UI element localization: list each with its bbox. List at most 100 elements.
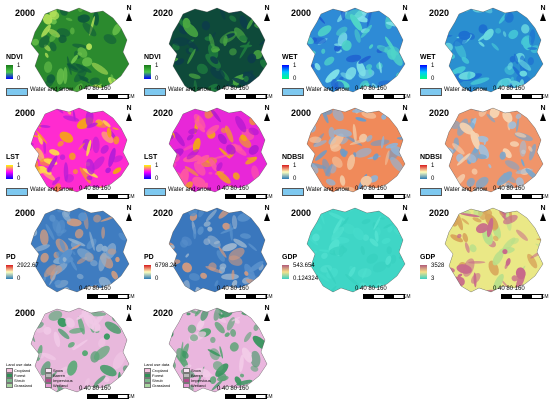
landuse-item-label: Cropland (152, 368, 169, 373)
legend-gradient (420, 65, 427, 79)
north-arrow-icon: N (538, 205, 548, 221)
landuse-legend-item: Wetland (45, 383, 82, 388)
scale-unit: KM (403, 194, 411, 200)
scale-unit: KM (541, 294, 549, 300)
landuse-swatch (6, 373, 13, 378)
scale-unit: KM (541, 94, 549, 100)
water-label: Water and snow (306, 87, 350, 93)
legend-min: 0.124324 (293, 276, 319, 282)
raster-map (306, 7, 406, 93)
raster-map (306, 207, 406, 293)
landuse-map (30, 307, 130, 393)
north-label: N (264, 5, 270, 12)
year-label: 2000 (15, 308, 36, 318)
legend-min: 0 (17, 276, 21, 282)
legend-gradient (144, 265, 151, 279)
north-arrow-icon: N (124, 205, 134, 221)
raster-map (444, 7, 544, 93)
year-label: 2000 (291, 8, 312, 18)
scale-unit: KM (127, 94, 135, 100)
north-arrow-icon: N (400, 105, 410, 121)
map-panel-lst-2020: 2020 N LST 1 0 Water and snow 0 40 80 160 KM (141, 102, 274, 202)
north-label: N (264, 205, 270, 212)
legend-gradient (282, 165, 289, 179)
landuse-item-label: Snow (191, 368, 202, 373)
legend-title: PD (144, 254, 154, 261)
legend-title: LST (144, 154, 158, 161)
year-label: 2000 (15, 208, 36, 218)
landuse-legend-item: Grassland (6, 383, 43, 388)
north-arrow-icon: N (124, 105, 134, 121)
water-swatch (282, 88, 304, 96)
scale-bar: 0 40 80 160 KM (493, 84, 549, 100)
legend-min: 0 (17, 176, 21, 182)
legend-max: 1 (155, 163, 159, 169)
legend: WET (420, 54, 436, 61)
scale-unit: KM (265, 94, 273, 100)
landuse-item-label: Forest (14, 373, 26, 378)
legend-min: 0 (17, 76, 21, 82)
legend-title: GDP (282, 254, 298, 261)
legend-title: NDBSI (282, 154, 304, 161)
scale-numbers: 0 40 80 160 (79, 86, 111, 92)
legend-max: 1 (17, 163, 21, 169)
year-label: 2020 (429, 108, 450, 118)
water-swatch (420, 88, 442, 96)
legend-gradient (282, 65, 289, 79)
water-label: Water and snow (168, 187, 212, 193)
legend: PD (6, 254, 16, 261)
legend: GDP (282, 254, 297, 261)
landuse-item-label: Shrub (152, 378, 163, 383)
north-label: N (264, 105, 270, 112)
map-panel-pd-2020: 2020 N PD 6798.24 0 0 40 80 160 KM (141, 202, 274, 302)
north-label: N (540, 105, 546, 112)
legend: NDVI (144, 54, 161, 61)
north-arrow-icon: N (124, 305, 134, 321)
landuse-legend-item: Wetland (183, 383, 220, 388)
water-label: Water and snow (168, 87, 212, 93)
legend: LST (6, 154, 19, 161)
water-label: Water and snow (30, 87, 74, 93)
landuse-swatch (144, 378, 151, 383)
scale-unit: KM (403, 94, 411, 100)
water-swatch (144, 188, 166, 196)
water-swatch (420, 188, 442, 196)
north-arrow-icon: N (538, 105, 548, 121)
water-swatch (144, 88, 166, 96)
legend-gradient (282, 265, 289, 279)
year-label: 2000 (15, 108, 36, 118)
legend-title: WET (282, 54, 298, 61)
north-arrow-icon: N (262, 105, 272, 121)
legend: WET (282, 54, 298, 61)
map-base (307, 108, 405, 192)
year-label: 2000 (15, 8, 36, 18)
landuse-item-label: Impervious (53, 378, 73, 383)
raster-map (168, 7, 268, 93)
scale-bar: 0 40 80 160 KM (79, 84, 135, 100)
landuse-item-label: Snow (53, 368, 64, 373)
landuse-legend-item: Shrub (144, 378, 181, 383)
landuse-legend-item: Grassland (144, 383, 181, 388)
landuse-swatch (144, 368, 151, 373)
legend: LST (144, 154, 157, 161)
landuse-item-label: Wetland (53, 383, 68, 388)
scale-unit: KM (265, 194, 273, 200)
landuse-legend: Land use data Cropland Snow Forest Barren Shr… (144, 362, 220, 388)
landuse-legend-item: Impervious (183, 378, 220, 383)
raster-map (30, 7, 130, 93)
landuse-swatch (45, 373, 52, 378)
landuse-legend-item: Cropland (6, 368, 43, 373)
water-label: Water and snow (444, 87, 488, 93)
legend-min: 0 (431, 176, 435, 182)
map-panel-wet-2020: 2020 N WET 1 0 Water and snow 0 40 80 160 KM (417, 2, 550, 102)
landuse-legend: Land use data Cropland Snow Forest Barren Shr… (6, 362, 82, 388)
scale-numbers: 0 40 80 160 (79, 286, 111, 292)
north-arrow-icon: N (400, 5, 410, 21)
legend-title: LST (6, 154, 20, 161)
legend-max: 1 (431, 163, 435, 169)
landuse-item-label: Shrub (14, 378, 25, 383)
landuse-swatch (6, 368, 13, 373)
map-panel-ndbsi-2000: 2000 N NDBSI 1 0 Water and snow 0 40 80 160 KM (279, 102, 412, 202)
landuse-legend-item: Forest (144, 373, 181, 378)
year-label: 2020 (429, 208, 450, 218)
